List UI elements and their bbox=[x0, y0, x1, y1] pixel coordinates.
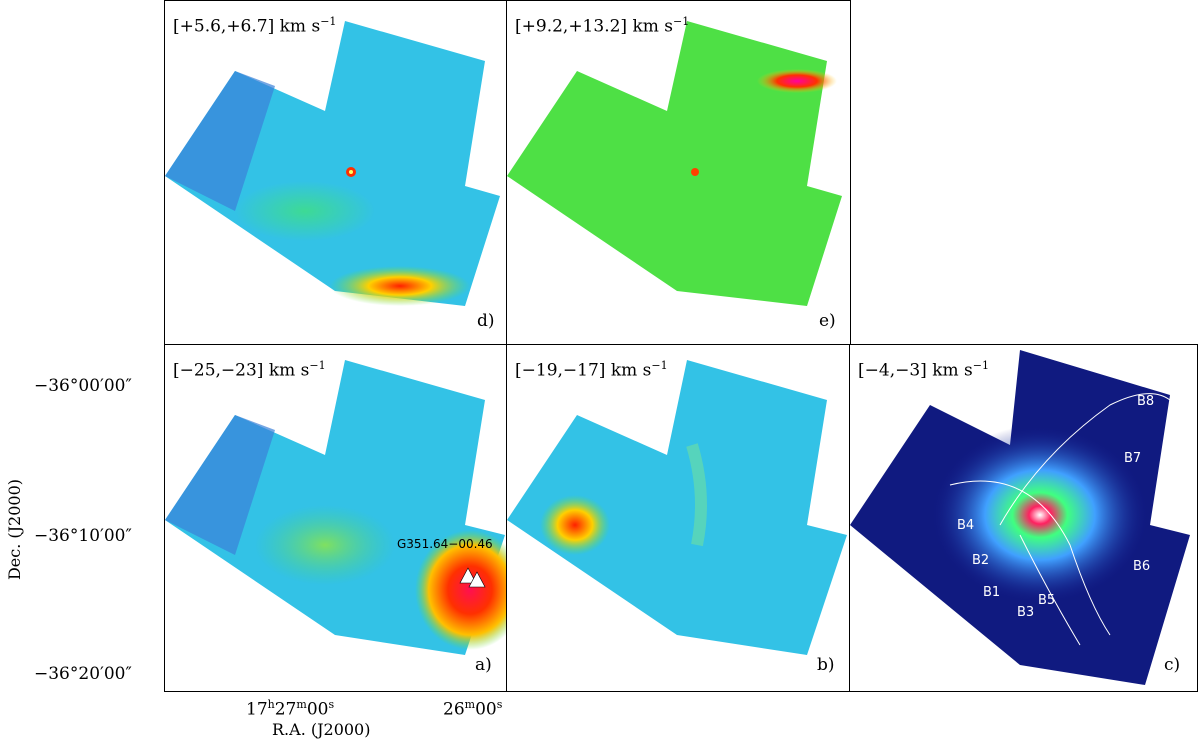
panel-d-velocity-label: [+5.6,+6.7] km s−1 bbox=[173, 15, 336, 37]
map-a bbox=[165, 360, 507, 655]
ra-seconds: 00 bbox=[475, 699, 497, 720]
panel-a-velocity-label: [−25,−23] km s−1 bbox=[173, 359, 326, 381]
unit-exponent: −1 bbox=[651, 359, 668, 372]
panel-b: [−19,−17] km s−1 b) bbox=[506, 344, 851, 692]
velocity-range: [+5.6,+6.7] km s bbox=[173, 16, 321, 37]
map-d bbox=[165, 21, 500, 306]
panel-b-id: b) bbox=[817, 655, 835, 675]
x-tick-label-2: 26m00s bbox=[443, 698, 503, 720]
clump-label: B6 bbox=[1133, 559, 1151, 574]
unit-exponent: −1 bbox=[309, 359, 326, 372]
y-axis-title: Dec. (J2000) bbox=[5, 478, 25, 581]
ra-minutes: 27 bbox=[274, 699, 297, 720]
velocity-range: [−19,−17] km s bbox=[515, 360, 652, 381]
panel-e-velocity-label: [+9.2,+13.2] km s−1 bbox=[515, 15, 689, 37]
unit-exponent: −1 bbox=[320, 15, 337, 28]
clump-label: B3 bbox=[1017, 605, 1035, 620]
map-e bbox=[507, 21, 842, 306]
ra-hours: 17 bbox=[246, 699, 268, 720]
map-b bbox=[507, 360, 847, 655]
y-tick-label: −36°20′00″ bbox=[34, 664, 132, 684]
clump-label: B8 bbox=[1137, 394, 1155, 409]
panel-c: [−4,−3] km s−1 B8 B7 B4 B2 B1 B3 B5 B6 c… bbox=[849, 344, 1198, 692]
unit-exponent: −1 bbox=[972, 359, 989, 372]
clump-label: B7 bbox=[1124, 451, 1142, 466]
map-c bbox=[850, 350, 1190, 685]
panel-d: [+5.6,+6.7] km s−1 d) bbox=[164, 0, 508, 346]
y-tick-label: −36°00′00″ bbox=[34, 376, 132, 396]
y-tick-label: −36°10′00″ bbox=[34, 526, 132, 546]
velocity-range: [−4,−3] km s bbox=[858, 360, 973, 381]
panel-e: [+9.2,+13.2] km s−1 e) bbox=[506, 0, 851, 346]
clump-label: B2 bbox=[972, 553, 990, 568]
velocity-range: [+9.2,+13.2] km s bbox=[515, 16, 673, 37]
velocity-range: [−25,−23] km s bbox=[173, 360, 310, 381]
panel-d-id: d) bbox=[477, 311, 495, 331]
clump-label: B4 bbox=[957, 518, 975, 533]
panel-c-velocity-label: [−4,−3] km s−1 bbox=[858, 359, 989, 381]
x-tick-label-1: 17h27m00s bbox=[246, 698, 335, 720]
clump-label: B1 bbox=[983, 585, 1001, 600]
panel-b-velocity-label: [−19,−17] km s−1 bbox=[515, 359, 668, 381]
ra-seconds: 00 bbox=[306, 699, 329, 720]
panel-c-id: c) bbox=[1164, 655, 1181, 675]
panel-a-id: a) bbox=[475, 655, 492, 675]
ra-minutes: 26 bbox=[443, 699, 465, 720]
panel-a: [−25,−23] km s−1 G351.64−00.46 a) bbox=[164, 344, 508, 692]
clump-label: B5 bbox=[1038, 593, 1056, 608]
panel-e-id: e) bbox=[819, 311, 836, 331]
source-label: G351.64−00.46 bbox=[397, 537, 493, 551]
x-axis-title: R.A. (J2000) bbox=[272, 720, 371, 739]
unit-exponent: −1 bbox=[673, 15, 690, 28]
